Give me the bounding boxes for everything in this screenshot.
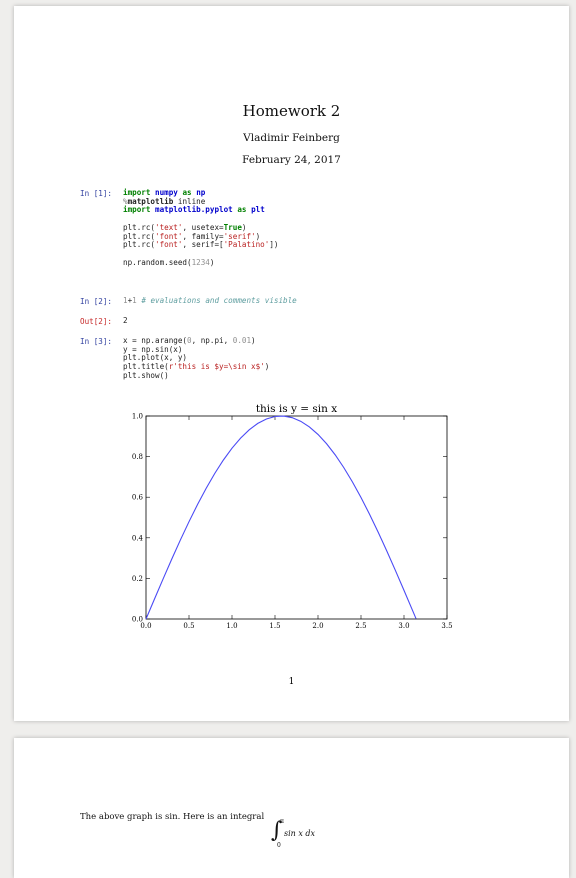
plot-frame (145, 415, 448, 620)
page-2: The above graph is sin. Here is an integ… (14, 738, 569, 878)
document-date: February 24, 2017 (242, 154, 341, 166)
integral-lower-limit: 0 (277, 842, 281, 849)
y-tick-label: 1.0 (132, 413, 143, 421)
x-tick-label: 0.5 (183, 622, 194, 630)
cell-2-output: 2 (123, 316, 128, 325)
cell-3-prompt: In [3]: (80, 337, 113, 346)
cell-1-prompt: In [1]: (80, 189, 113, 198)
x-tick-label: 2.5 (355, 622, 366, 630)
sin-chart: this is y = sin x 0.0 0.5 1.0 1.5 2.0 2.5 3.0 3.… (132, 403, 453, 630)
integral-sign: ∫ (271, 818, 283, 843)
y-tick-label: 0.8 (132, 453, 143, 461)
document-author: Vladimir Feinberg (243, 132, 340, 144)
page-2-text: The above graph is sin. Here is an integ… (80, 812, 265, 822)
cell-3-code[interactable]: x = np.arange(0, np.pi, 0.01) y = np.sin… (123, 336, 270, 380)
document-title: Homework 2 (242, 102, 341, 120)
y-tick-label: 0.2 (132, 575, 143, 583)
cell-1-code[interactable]: import numpy as np %matplotlib inline im… (123, 188, 279, 267)
integral-upper-limit: π (280, 818, 284, 825)
page-1: Homework 2 Vladimir Feinberg February 24… (14, 6, 569, 721)
x-tick-label: 1.5 (269, 622, 280, 630)
x-tick-label: 1.0 (226, 622, 237, 630)
chart-title: this is y = sin x (256, 403, 337, 415)
integral-body: sin x dx (284, 829, 316, 838)
x-tick-label: 3.5 (441, 622, 452, 630)
y-tick-label: 0.6 (132, 494, 144, 502)
y-tick-label: 0.0 (132, 616, 143, 624)
x-tick-label: 0.0 (140, 622, 151, 630)
page-number: 1 (288, 677, 295, 687)
x-tick-label: 3.0 (398, 622, 409, 630)
y-tick-label: 0.4 (132, 534, 144, 542)
series-line-sin (145, 415, 417, 620)
cell-2-code[interactable]: 1+1 # evaluations and comments visible (123, 296, 297, 305)
x-tick-label: 2.0 (312, 622, 323, 630)
cell-2-prompt: In [2]: (80, 297, 113, 306)
cell-2-out-prompt: Out[2]: (80, 317, 113, 326)
